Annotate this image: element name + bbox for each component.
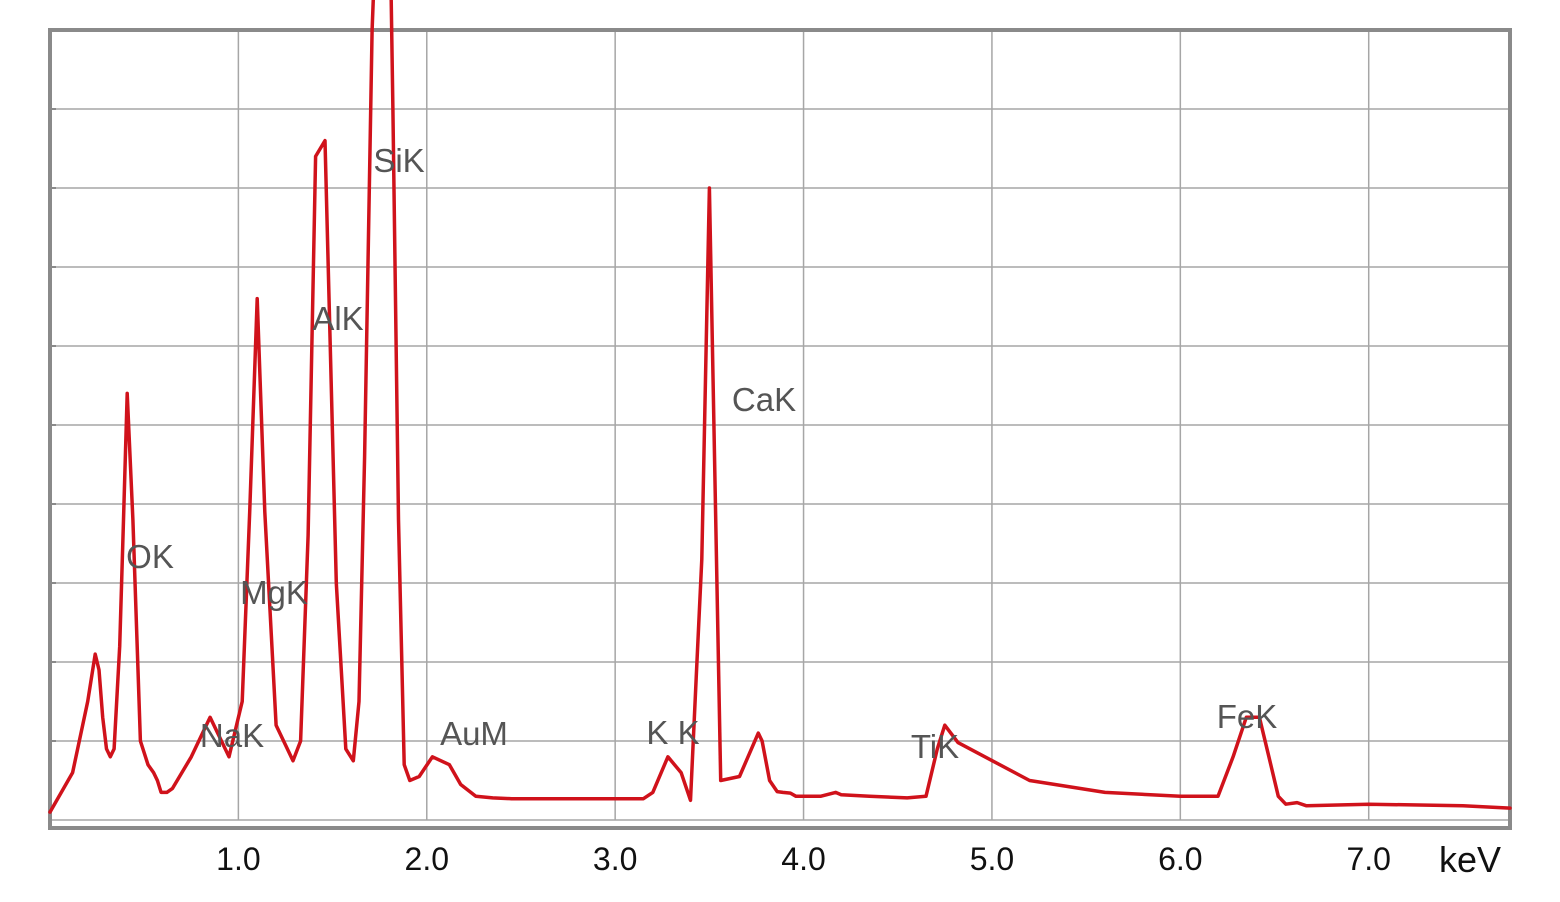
peak-label-mgk: MgK (240, 574, 308, 611)
x-tick-label: 2.0 (405, 841, 449, 877)
x-axis-tick-labels: 1.0 2.0 3.0 4.0 5.0 6.0 7.0 (216, 841, 1391, 877)
x-tick-label: 7.0 (1346, 841, 1390, 877)
peak-labels: OK NaK MgK AlK SiK AuM K K CaK TiK FeK (126, 142, 1277, 765)
x-axis-label: keV (1439, 839, 1501, 880)
peak-label-kk: K K (646, 714, 699, 751)
peak-label-aum: AuM (440, 715, 508, 752)
plot-frame (48, 28, 1512, 830)
peak-label-fek: FeK (1217, 698, 1278, 735)
grid (50, 29, 1510, 821)
spectrum-series-line (48, 0, 1512, 814)
x-tick-label: 5.0 (970, 841, 1014, 877)
x-tick-label: 1.0 (216, 841, 260, 877)
x-tick-label: 3.0 (593, 841, 637, 877)
x-tick-label: 4.0 (781, 841, 825, 877)
x-tick-label: 6.0 (1158, 841, 1202, 877)
peak-label-ok: OK (126, 538, 174, 575)
peak-label-sik: SiK (373, 142, 424, 179)
series-group (48, 0, 1512, 814)
peak-label-nak: NaK (200, 717, 264, 754)
peak-label-cak: CaK (732, 381, 796, 418)
peak-label-alk: AlK (312, 300, 363, 337)
peak-label-tik: TiK (911, 728, 959, 765)
